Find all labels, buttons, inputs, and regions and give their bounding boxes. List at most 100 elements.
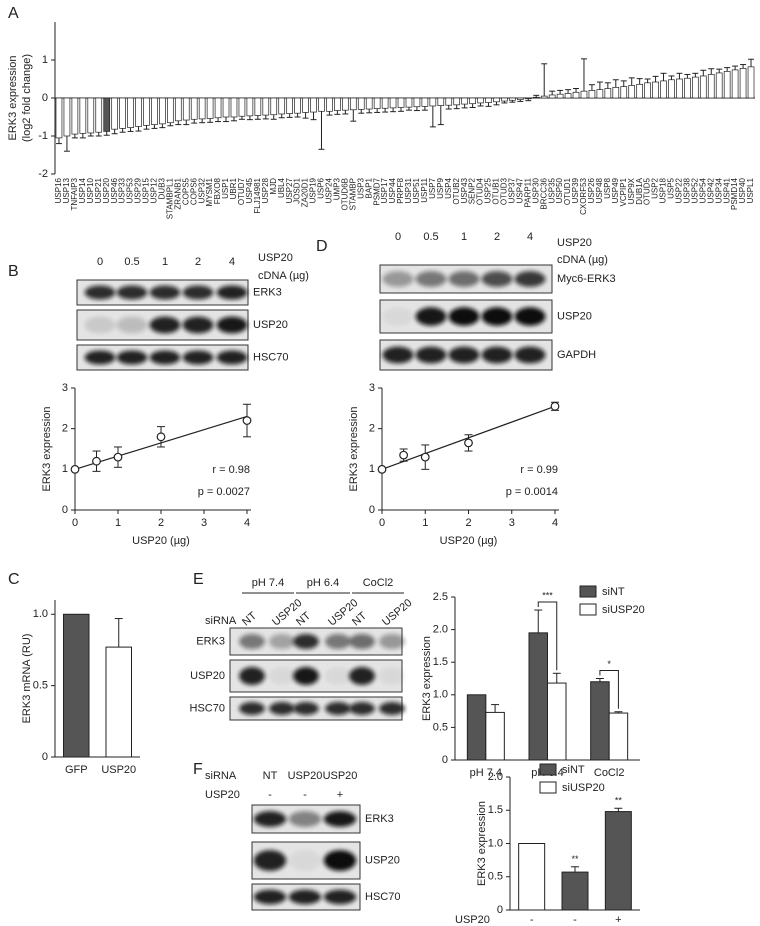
blot-band	[253, 889, 287, 905]
blot-band	[116, 350, 148, 365]
x-tick-label: CXORF53	[579, 177, 588, 214]
bar	[230, 97, 238, 118]
bar	[302, 97, 309, 113]
x-tick-label: USP42	[706, 177, 715, 203]
blot-band	[448, 346, 480, 364]
y-axis-label: ERK3 expression	[41, 407, 53, 492]
bar	[517, 97, 524, 100]
bar	[547, 682, 567, 761]
x-tick-label: USPL1	[746, 177, 755, 203]
blot-band	[448, 307, 480, 326]
x-tick-label: USP12	[150, 177, 159, 203]
lane-sign: +	[337, 789, 343, 801]
bar	[119, 97, 126, 129]
x-tick-label: OTUD1	[563, 177, 572, 205]
blot-band	[379, 667, 405, 685]
bar	[55, 97, 63, 139]
blot-band	[239, 667, 265, 685]
x-tick-label: DUB1A	[635, 177, 644, 204]
lane-label: 1	[461, 231, 467, 243]
x-tick-label: USP27	[285, 177, 294, 203]
lane-label: 0.5	[423, 231, 438, 243]
x-tick-label: 0	[379, 517, 385, 529]
bar	[676, 78, 683, 99]
bar	[294, 97, 301, 114]
blot-row-label: ERK3	[196, 635, 225, 647]
bar	[612, 87, 620, 99]
point	[464, 438, 473, 448]
blot-band	[288, 850, 322, 871]
bar	[564, 93, 572, 99]
bar	[556, 93, 564, 99]
bar	[111, 97, 118, 130]
x-tick-label: USP28	[261, 177, 270, 203]
blot-band	[216, 285, 248, 300]
blot-band	[323, 850, 357, 871]
annotation: r = 0.99	[520, 464, 558, 476]
blot-row-label: USP20	[365, 854, 400, 866]
lane-sign: -	[303, 789, 307, 801]
x-tick-label: USP48	[595, 177, 604, 203]
x-tick-label: -	[573, 914, 577, 926]
x-tick-label: STAMBP	[348, 178, 357, 210]
bar	[357, 97, 365, 110]
row-header: USP20	[205, 789, 240, 801]
bar	[453, 97, 461, 106]
bar	[310, 97, 317, 113]
x-tick-label: USP22	[675, 177, 684, 203]
bar	[699, 75, 707, 99]
x-tick-label: USP38	[682, 177, 691, 203]
lane-header: cDNA (µg)	[258, 270, 309, 282]
bar	[342, 97, 349, 111]
x-tick-label: USP2	[651, 177, 660, 198]
y-tick-label: 0.5	[433, 721, 448, 733]
x-tick-label: 2	[465, 517, 471, 529]
x-axis-label: USP20 (µg)	[132, 535, 190, 547]
x-tick-label: USP16	[54, 177, 63, 203]
bar	[222, 97, 230, 118]
blot-band	[269, 667, 295, 685]
bar	[739, 68, 747, 99]
legend-swatch	[579, 585, 597, 598]
bar	[445, 97, 453, 106]
y-tick-label: 0	[62, 504, 68, 516]
blot-row-label: USP20	[253, 319, 288, 331]
x-tick-label: OTUB2	[452, 177, 461, 204]
panel-letter: F	[193, 761, 203, 778]
x-tick-label: USP33	[118, 177, 127, 203]
bar	[143, 97, 150, 126]
x-tick-label: OTUD3	[500, 177, 509, 205]
y-axis-label: ERK3 expression	[7, 56, 19, 141]
blot-band	[448, 271, 480, 287]
x-tick-label: OTUD4	[476, 177, 485, 205]
lane-label: 1	[162, 256, 168, 268]
bar	[278, 97, 286, 115]
bar	[485, 97, 492, 103]
blot-row-label: GAPDH	[557, 349, 596, 361]
bar	[540, 95, 548, 99]
x-tick-label: 0	[72, 517, 78, 529]
x-tick-label: USP14	[78, 177, 87, 203]
x-tick-label: DUB3	[157, 177, 166, 199]
x-tick-label: USP29	[134, 177, 143, 203]
bar	[405, 97, 413, 108]
bar	[596, 89, 604, 99]
blot-band	[382, 271, 414, 287]
blot-band	[288, 889, 322, 905]
x-tick-label: USP6	[317, 177, 326, 198]
x-tick-label: USP25	[484, 177, 493, 203]
x-tick-label: UBL4	[277, 177, 286, 198]
bar	[437, 97, 445, 106]
blot-band	[182, 285, 214, 300]
blot-band	[415, 346, 447, 364]
group-label: CoCl2	[363, 577, 394, 589]
bar	[135, 97, 142, 127]
blot-band	[349, 702, 375, 715]
y-axis-label: ERK3 expression	[348, 407, 360, 492]
y-tick-label: 3	[62, 382, 68, 394]
blot-band	[415, 307, 447, 326]
x-tick-label: 4	[552, 517, 558, 529]
x-tick-label: 1	[422, 517, 428, 529]
bar	[198, 97, 206, 120]
group-label: pH 7.4	[252, 577, 284, 589]
